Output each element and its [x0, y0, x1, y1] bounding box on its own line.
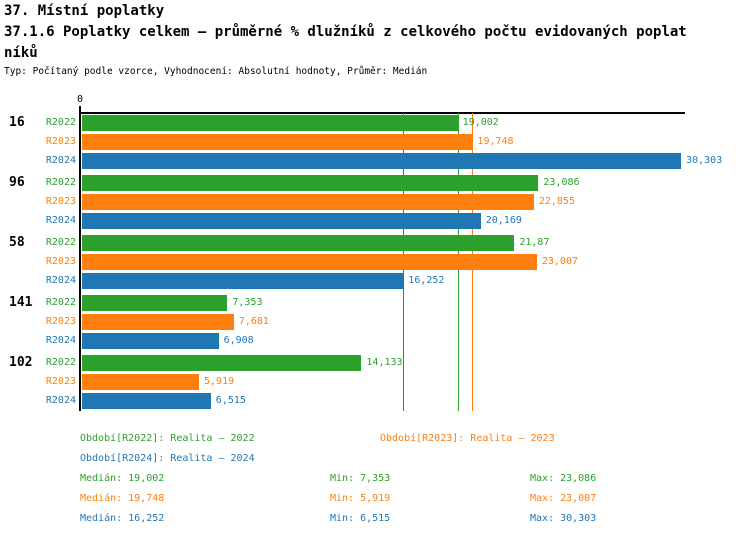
- bar-value-label: 19,002: [462, 117, 499, 128]
- series-row-label: R2022: [45, 237, 76, 248]
- series-row-label: R2023: [45, 256, 76, 267]
- stat-max-r2022: Max: 23,086: [530, 473, 597, 484]
- bar-102-r2023: [82, 374, 200, 390]
- group-label-58: 58: [9, 235, 25, 250]
- bar-16-r2023: [82, 134, 473, 150]
- stat-min-r2024: Min: 6,515: [330, 513, 391, 524]
- report-subtitle-wrap: níků: [4, 45, 38, 61]
- stat-min-r2022: Min: 7,353: [330, 473, 391, 484]
- stat-median-r2024: Medián: 16,252: [80, 513, 165, 524]
- series-row-label: R2023: [45, 136, 76, 147]
- bar-value-label: 5,919: [204, 376, 235, 387]
- bar-141-r2022: [82, 295, 228, 311]
- series-row-label: R2022: [45, 177, 76, 188]
- x-axis-line: [79, 112, 685, 114]
- bar-value-label: 16,252: [408, 275, 445, 286]
- report-meta: Typ: Počítaný podle vzorce, Vyhodnocení:…: [4, 66, 428, 77]
- series-row-label: R2022: [45, 357, 76, 368]
- bar-value-label: 14,133: [366, 357, 403, 368]
- bar-value-label: 20,169: [485, 215, 522, 226]
- bar-value-label: 6,515: [215, 395, 246, 406]
- group-label-96: 96: [9, 175, 25, 190]
- bar-value-label: 7,681: [238, 316, 269, 327]
- legend-item-r2024: Období[R2024]: Realita – 2024: [80, 453, 255, 464]
- bar-141-r2024: [82, 333, 219, 349]
- bar-value-label: 23,007: [541, 256, 578, 267]
- stat-median-r2023: Medián: 19,748: [80, 493, 165, 504]
- series-row-label: R2024: [45, 395, 76, 406]
- report-title: 37. Místní poplatky: [4, 3, 165, 19]
- series-row-label: R2023: [45, 196, 76, 207]
- stat-median-r2022: Medián: 19,002: [80, 473, 165, 484]
- bar-value-label: 30,303: [686, 155, 723, 166]
- bar-58-r2023: [82, 254, 537, 270]
- series-row-label: R2022: [45, 117, 76, 128]
- bar-58-r2024: [82, 273, 404, 289]
- bar-96-r2022: [82, 175, 539, 191]
- bar-58-r2022: [82, 235, 515, 251]
- group-label-16: 16: [9, 115, 25, 130]
- group-label-141: 141: [9, 295, 33, 310]
- bar-16-r2022: [82, 115, 458, 131]
- series-row-label: R2023: [45, 376, 76, 387]
- bar-141-r2023: [82, 314, 234, 330]
- bar-value-label: 6,908: [223, 335, 254, 346]
- bar-value-label: 7,353: [232, 297, 263, 308]
- series-row-label: R2024: [45, 215, 76, 226]
- series-row-label: R2024: [45, 155, 76, 166]
- legend-item-r2022: Období[R2022]: Realita – 2022: [80, 433, 255, 444]
- series-row-label: R2023: [45, 316, 76, 327]
- series-row-label: R2024: [45, 275, 76, 286]
- x-axis-zero-label: 0: [76, 94, 84, 105]
- y-axis-line: [79, 106, 81, 411]
- bar-value-label: 19,748: [477, 136, 514, 147]
- bar-96-r2024: [82, 213, 481, 229]
- bar-value-label: 22,855: [538, 196, 575, 207]
- stat-max-r2024: Max: 30,303: [530, 513, 597, 524]
- stat-min-r2023: Min: 5,919: [330, 493, 391, 504]
- report-subtitle: 37.1.6 Poplatky celkem – průměrné % dluž…: [4, 24, 687, 40]
- series-row-label: R2022: [45, 297, 76, 308]
- bar-102-r2022: [82, 355, 362, 371]
- stat-max-r2023: Max: 23,007: [530, 493, 597, 504]
- bar-value-label: 21,87: [519, 237, 550, 248]
- group-label-102: 102: [9, 355, 33, 370]
- bar-102-r2024: [82, 393, 211, 409]
- series-row-label: R2024: [45, 335, 76, 346]
- legend-item-r2023: Období[R2023]: Realita – 2023: [380, 433, 555, 444]
- bar-value-label: 23,086: [543, 177, 580, 188]
- bar-96-r2023: [82, 194, 534, 210]
- bar-16-r2024: [82, 153, 682, 169]
